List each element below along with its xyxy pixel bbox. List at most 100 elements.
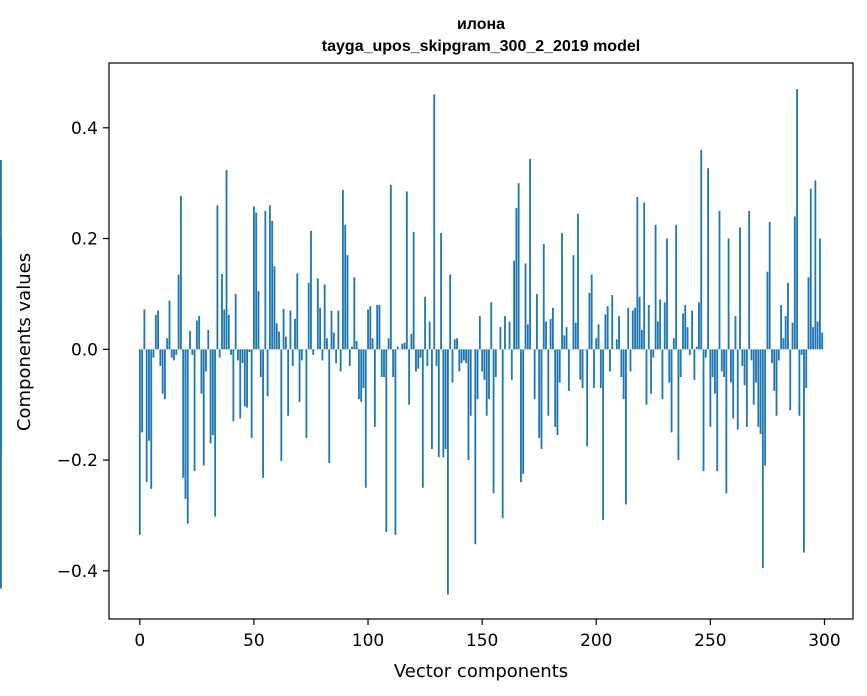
- bar-284: [787, 282, 789, 350]
- bar-164: [513, 260, 516, 350]
- bar-101: [369, 306, 372, 350]
- bar-30: [207, 329, 210, 350]
- bar-262: [736, 349, 739, 430]
- bar-234: [672, 338, 675, 350]
- bar-285: [789, 349, 792, 411]
- bar-118: [408, 349, 411, 405]
- bar-51: [255, 212, 258, 350]
- bar-24: [193, 349, 196, 472]
- bar-176: [540, 349, 543, 449]
- bar-182: [554, 349, 557, 427]
- bar-42: [234, 293, 237, 350]
- bar-239: [684, 305, 687, 350]
- bar-125: [424, 296, 426, 350]
- bar-257: [725, 349, 728, 494]
- bar-115: [401, 343, 404, 350]
- bar-140: [458, 349, 461, 372]
- bar-274: [764, 349, 767, 466]
- bar-202: [599, 349, 602, 389]
- bar-117: [405, 191, 408, 350]
- bar-158: [499, 327, 502, 350]
- bar-75: [310, 230, 312, 350]
- bar-90: [344, 224, 347, 350]
- bar-299: [821, 332, 824, 350]
- bar-199: [593, 349, 595, 389]
- bar-244: [695, 346, 698, 350]
- bar-35: [218, 349, 221, 358]
- bar-68: [294, 318, 296, 350]
- bar-18: [179, 195, 182, 350]
- bar-295: [812, 327, 814, 350]
- chart-subtitle: tayga_upos_skipgram_300_2_2019 model: [322, 38, 640, 55]
- bar-222: [645, 349, 648, 405]
- x-tick-label: 100: [352, 631, 384, 651]
- bar-253: [716, 349, 719, 472]
- bar-193: [579, 349, 582, 380]
- bar-147: [474, 349, 477, 545]
- bar-170: [526, 324, 529, 350]
- bar-66: [289, 310, 292, 350]
- bar-142: [462, 349, 465, 361]
- x-tick-label: 300: [808, 631, 840, 651]
- x-tick-label: 50: [243, 631, 265, 651]
- bar-276: [768, 221, 771, 350]
- bar-95: [355, 341, 358, 350]
- bar-203: [602, 349, 605, 520]
- bar-1: [141, 349, 144, 433]
- bar-287: [793, 216, 796, 350]
- x-tick-label: 150: [466, 631, 498, 651]
- bar-132: [440, 233, 442, 350]
- y-axis-label: Components values: [14, 253, 35, 431]
- bar-116: [403, 342, 406, 350]
- bar-87: [337, 310, 340, 350]
- bar-135: [447, 349, 449, 595]
- bar-76: [312, 349, 315, 355]
- y-axis-ticks: −0.4 −0.2 0.0 0.2 0.4: [57, 119, 109, 582]
- bar-undefined: [0, 159, 2, 350]
- bar-122: [417, 349, 420, 369]
- bar-211: [620, 349, 623, 377]
- bar-111: [392, 349, 395, 377]
- bar-240: [686, 327, 689, 350]
- bar-242: [691, 310, 694, 350]
- bar-178: [545, 321, 547, 350]
- bar-163: [510, 349, 513, 380]
- bar-3: [145, 349, 148, 483]
- bar-282: [782, 338, 785, 350]
- bar-177: [542, 244, 545, 350]
- plot-frame: [108, 62, 854, 620]
- bar-48: [248, 349, 251, 353]
- bar-15: [173, 349, 175, 361]
- bar-104: [376, 305, 379, 350]
- bar-191: [574, 322, 577, 350]
- bar-60: [275, 323, 278, 350]
- bar-16: [175, 349, 178, 355]
- bar-49: [250, 349, 253, 438]
- bar-267: [748, 210, 751, 350]
- bar-231: [666, 238, 668, 350]
- bar-183: [556, 349, 559, 436]
- bar-236: [677, 349, 680, 461]
- bar-293: [807, 277, 810, 350]
- bar-198: [590, 274, 593, 350]
- bar-141: [460, 349, 463, 364]
- bar-223: [647, 305, 650, 350]
- bar-151: [483, 349, 486, 380]
- bar-70: [298, 349, 301, 402]
- bar-255: [720, 349, 723, 372]
- bar-225: [652, 349, 655, 358]
- bar-292: [805, 349, 808, 389]
- bar-205: [606, 306, 609, 350]
- bar-127: [428, 321, 431, 350]
- bar-207: [611, 295, 614, 350]
- bar-156: [494, 349, 497, 377]
- bar-112: [394, 349, 397, 535]
- chart-title: илона: [457, 16, 505, 33]
- bar-179: [547, 349, 550, 416]
- bar-9: [159, 349, 162, 366]
- bar-254: [718, 210, 721, 350]
- bar-92: [348, 349, 351, 366]
- bar-40: [230, 349, 233, 355]
- bar-201: [597, 324, 600, 350]
- bar-169: [524, 263, 527, 350]
